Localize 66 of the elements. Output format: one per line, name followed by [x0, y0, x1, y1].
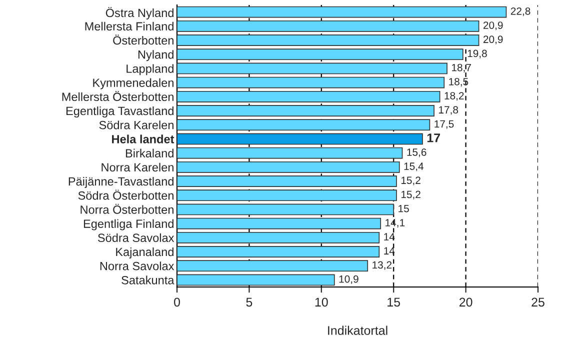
data-label: 18,7 — [452, 64, 471, 72]
data-label: 14 — [384, 233, 395, 240]
bar — [177, 232, 380, 244]
y-tick-label: Birkaland — [126, 148, 174, 158]
y-tick-label: Mellersta Finland — [85, 22, 174, 31]
data-label: 19,8 — [468, 50, 487, 58]
x-tick-label: 10 — [315, 298, 328, 307]
bar — [177, 62, 448, 74]
bar — [177, 246, 380, 258]
bar — [177, 34, 480, 46]
y-tick-label: Norra Karelen — [102, 162, 174, 172]
y-tick-label: Kajanaland — [116, 247, 174, 258]
bar — [177, 190, 397, 202]
bar — [177, 76, 445, 88]
bar — [177, 119, 430, 131]
bar — [177, 274, 335, 286]
data-label: 15,2 — [401, 176, 420, 186]
y-tick-label: Päijänne-Tavastland — [68, 176, 174, 188]
data-label: 15,4 — [404, 162, 424, 172]
bar — [177, 6, 507, 18]
y-tick-label: Norra Österbotten — [80, 204, 174, 214]
data-label: 20,9 — [483, 22, 503, 30]
y-tick-label: Norra Savolax — [100, 262, 174, 270]
y-tick-label: Satakunta — [122, 276, 174, 284]
y-tick-label: Kymmenedalen — [93, 78, 174, 90]
data-label: 18,2 — [444, 92, 464, 101]
x-tick-label: 15 — [388, 298, 400, 307]
bar — [177, 20, 480, 32]
data-label: 17 — [427, 134, 440, 142]
y-tick-label: Södra Karelen — [99, 120, 174, 130]
data-label: 15,6 — [407, 148, 426, 158]
y-tick-label: Södra Savolax — [98, 233, 174, 242]
x-tick-label: 0 — [174, 298, 180, 307]
y-tick-label: Hela landet — [112, 134, 174, 144]
y-tick-label: Österbotten — [113, 34, 174, 45]
y-tick-label: Östra Nyland — [106, 7, 174, 20]
data-label: 14 — [384, 247, 395, 254]
data-label: 14,1 — [386, 219, 405, 228]
bar — [177, 204, 394, 216]
bar — [177, 161, 400, 173]
bar — [177, 218, 382, 230]
bar — [177, 105, 434, 116]
bar — [177, 147, 403, 159]
y-tick-label: Mellersta Österbotten — [62, 91, 174, 102]
x-tick-label: 25 — [532, 298, 544, 307]
x-tick-label: 20 — [459, 298, 472, 307]
data-label: 15 — [398, 204, 409, 212]
bar — [177, 260, 368, 272]
data-label: 17,8 — [438, 106, 458, 115]
data-label: 15,2 — [401, 190, 420, 200]
y-tick-label: Södra Österbotten — [78, 190, 174, 200]
bar — [177, 176, 397, 187]
bar — [177, 48, 464, 60]
y-tick-label: Lappland — [126, 64, 174, 76]
data-label: 13,2 — [372, 261, 392, 270]
data-label: 22,8 — [510, 7, 530, 16]
bar — [177, 90, 440, 102]
y-tick-label: Nyland — [138, 50, 174, 62]
x-axis-title: Indikatortal — [328, 326, 388, 335]
data-label: 17,5 — [434, 120, 454, 129]
x-tick-label: 5 — [246, 298, 252, 307]
bar — [177, 133, 423, 145]
y-tick-label: Egentliga Finland — [84, 219, 174, 230]
data-label: 20,9 — [483, 36, 503, 44]
data-label: 10,9 — [339, 275, 358, 284]
y-tick-label: Egentliga Tavastland — [66, 106, 174, 118]
